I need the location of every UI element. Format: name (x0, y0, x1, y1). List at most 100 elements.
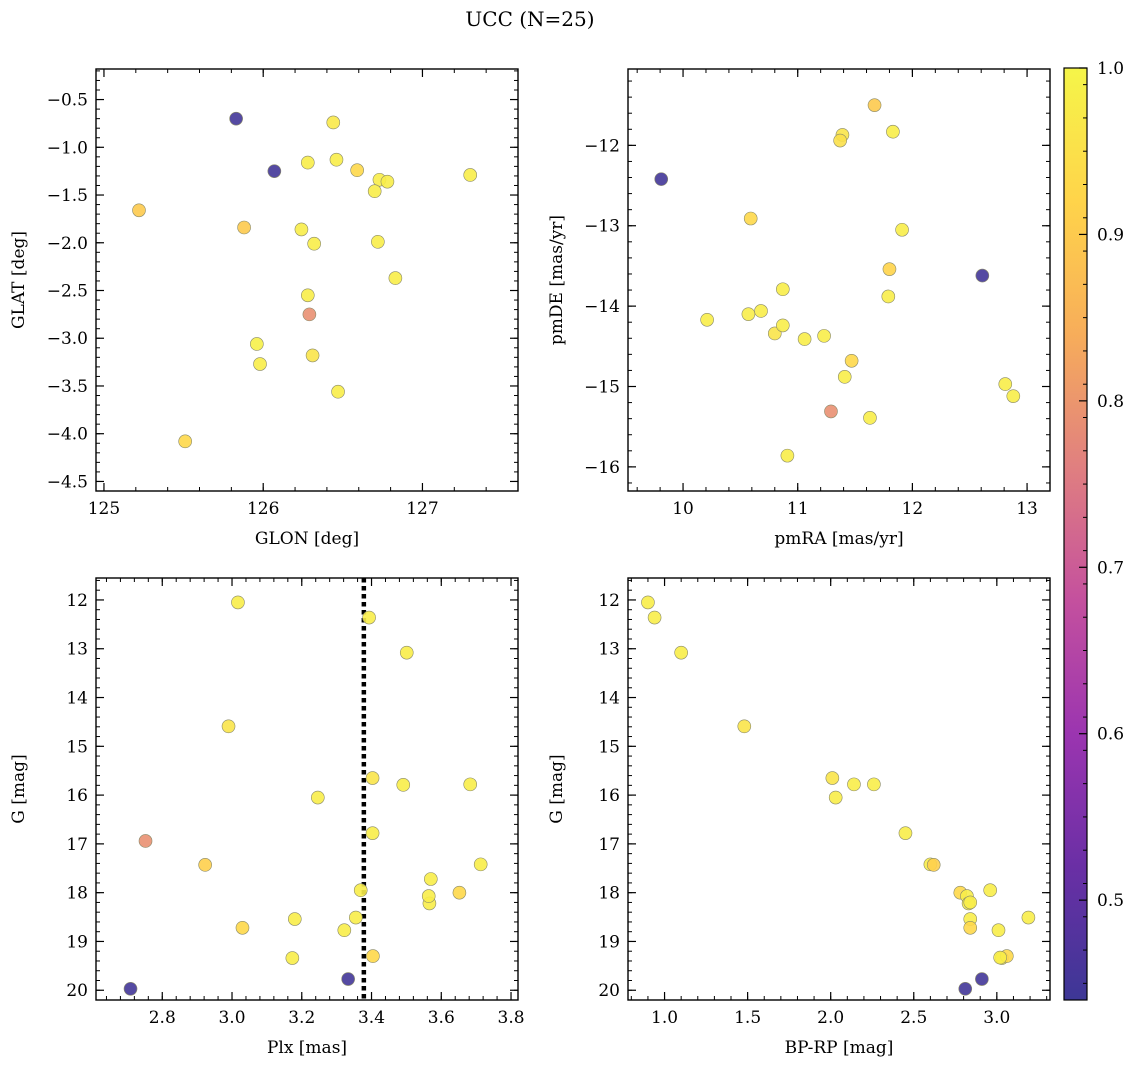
colorbar-tick-label: 0.8 (1097, 392, 1124, 412)
scatter-point (797, 332, 812, 346)
axes-frame (627, 68, 1051, 492)
scatter-point (993, 950, 1007, 965)
x-tick-label: 13 (1016, 499, 1038, 519)
scatter-point (178, 434, 192, 449)
y-tick-label: −1.0 (47, 138, 88, 158)
x-tick-label: 2.5 (900, 1008, 927, 1028)
scatter-point (250, 337, 264, 351)
y-tick-label: −0.5 (47, 91, 88, 111)
x-tick-label: 2.8 (149, 1008, 176, 1028)
scatter-point (741, 307, 756, 321)
scatter-point (700, 312, 714, 327)
scatter-point (329, 152, 344, 167)
scatter-point (886, 124, 900, 139)
x-tick-label: 10 (672, 499, 694, 519)
y-tick-label: 12 (66, 591, 88, 611)
y-tick-label: −3.0 (47, 329, 88, 349)
scatter-point (365, 771, 380, 785)
scatter-point (1021, 910, 1036, 925)
y-tick-label: 19 (598, 932, 620, 952)
y-tick-label: 17 (66, 835, 88, 855)
scatter-point (371, 235, 385, 249)
scatter-point (1006, 389, 1021, 403)
y-axis-label: G [mag] (9, 754, 29, 823)
colorbar-tick-label: 1.0 (1097, 59, 1124, 79)
scatter-point (844, 353, 859, 368)
y-tick-label: 20 (66, 981, 88, 1001)
y-tick-label: −14 (584, 297, 620, 317)
scatter-point (737, 719, 752, 734)
y-tick-label: −2.0 (47, 234, 88, 254)
scatter-point (754, 304, 768, 318)
scatter-point (847, 777, 861, 792)
scatter-point (399, 645, 414, 660)
scatter-point (421, 889, 436, 903)
y-tick-label: −1.5 (47, 186, 88, 206)
scatter-point (380, 174, 395, 189)
y-tick-label: 12 (598, 591, 620, 611)
scatter-point (198, 858, 212, 872)
scatter-point (300, 155, 315, 170)
scatter-point (300, 288, 315, 303)
x-tick-label: 12 (902, 499, 924, 519)
y-tick-label: 14 (598, 689, 620, 709)
scatter-point (452, 885, 467, 900)
scatter-point (424, 872, 438, 886)
scatter-point (365, 826, 380, 840)
panel-plx-g: 2.8 3.0 3.2 3.4 3.6 3.8 12 13 14 15 16 17 18 19 20 Plx … (9, 577, 525, 1058)
scatter-point (253, 357, 267, 371)
figure-title: UCC (N=25) (465, 7, 594, 31)
x-tick-label: 3.2 (288, 1008, 315, 1028)
scatter-point (285, 951, 300, 965)
y-tick-label: −13 (584, 217, 620, 237)
y-tick-label: 19 (66, 932, 88, 952)
scatter-point (132, 203, 146, 218)
colorbar-tick-label: 0.9 (1097, 225, 1124, 245)
scatter-point (305, 348, 320, 363)
x-tick-label: 3.8 (498, 1008, 525, 1028)
scatter-point (975, 268, 990, 283)
x-tick-label: 127 (406, 499, 438, 519)
scatter-point (287, 912, 302, 926)
y-tick-label: −3.5 (47, 377, 88, 397)
y-tick-label: 15 (66, 737, 88, 757)
x-axis-label: BP-RP [mag] (785, 1038, 894, 1058)
scatter-point (473, 857, 488, 872)
y-axis-label: pmDE [mas/yr] (547, 215, 567, 345)
scatter-point (825, 771, 840, 785)
y-tick-label: 18 (598, 884, 620, 904)
scatter-point (353, 883, 368, 898)
scatter-point (337, 923, 352, 938)
scatter-point (367, 184, 382, 199)
scatter-point (958, 981, 973, 996)
scatter-point (123, 981, 138, 996)
x-tick-label: 3.4 (358, 1008, 385, 1028)
scatter-point (326, 115, 341, 130)
scatter-point (743, 211, 758, 226)
y-tick-label: −12 (584, 136, 620, 156)
scatter-point (898, 826, 913, 840)
x-tick-label: 2.0 (817, 1008, 844, 1028)
y-axis-label: GLAT [deg] (9, 231, 29, 329)
panel-glon-glat: 125 126 127 −0.5 −1.0 −1.5 −2.0 −2.5 −3.0 −3.5 −4.… (9, 68, 519, 549)
x-axis-label: pmRA [mas/yr] (774, 529, 903, 549)
y-tick-label: −4.5 (47, 472, 88, 492)
colorbar-gradient (1063, 67, 1088, 1001)
y-axis-label: G [mag] (547, 754, 567, 823)
scatter-point (138, 834, 153, 848)
x-tick-label: 1.0 (651, 1008, 678, 1028)
scatter-point (331, 384, 345, 399)
scatter-point (341, 972, 355, 986)
x-tick-label: 3.6 (428, 1008, 455, 1028)
scatter-point (837, 370, 852, 384)
colorbar-tick-label: 0.5 (1097, 891, 1124, 911)
x-tick-label: 11 (787, 499, 809, 519)
x-axis-label: GLON [deg] (255, 529, 359, 549)
scatter-point (641, 595, 655, 610)
scatter-point (463, 777, 478, 792)
scatter-point (229, 111, 243, 126)
scatter-point (294, 222, 309, 237)
scatter-point (882, 262, 897, 276)
y-tick-label: 14 (66, 689, 88, 709)
y-tick-label: 13 (598, 640, 620, 660)
